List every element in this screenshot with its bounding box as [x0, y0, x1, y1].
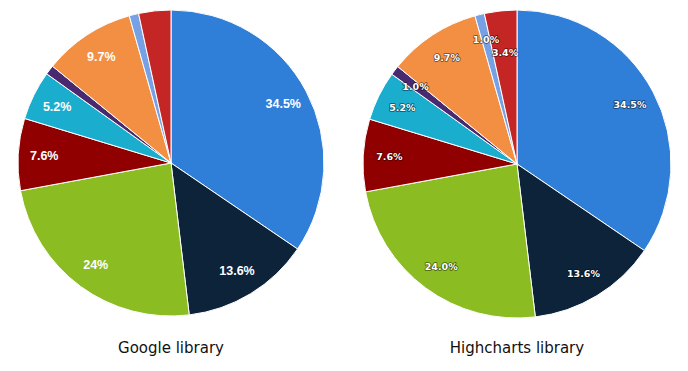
page: {"chart_data": [ {"type": "pie", "title"… [0, 0, 688, 371]
pie-slice [517, 164, 644, 317]
data-label: 34.5% [613, 99, 646, 110]
slices [363, 10, 671, 318]
pie-chart: 34.5% 13.6% 24% 7.6% 5.2% 9.7% Google library [18, 10, 324, 357]
data-labels: 34.5% 13.6% 24.0% 7.6% 5.2% 1.0% 9.7% 1.0% 3.4% [376, 34, 647, 278]
data-label: 1.0% [473, 34, 500, 45]
data-label: 7.6% [376, 151, 403, 162]
chart-title: Google library [118, 339, 224, 357]
data-label: 13.6% [219, 264, 254, 278]
data-label: 1.0% [402, 81, 429, 92]
data-label: 5.2% [389, 102, 416, 113]
data-label: 3.4% [492, 47, 519, 58]
data-label: 5.2% [43, 100, 72, 114]
data-label: 7.6% [30, 149, 59, 163]
pie-slice [139, 10, 171, 163]
data-label: 9.7% [87, 50, 116, 64]
chart-title: Highcharts library [450, 339, 584, 357]
chart-canvas: 34.5%13.6%24%7.6%5.2%9.7%Google library3… [0, 0, 688, 371]
slices [18, 10, 324, 316]
pie-slice [171, 163, 298, 315]
data-label: 13.6% [567, 268, 600, 279]
data-label: 24.0% [425, 261, 458, 272]
pie-chart: 34.5% 13.6% 24.0% 7.6% 5.2% 1.0% 9.7% 1.0% 3.4% H… [363, 10, 671, 357]
data-label: 24% [83, 258, 108, 272]
data-label: 9.7% [434, 52, 461, 63]
data-label: 34.5% [266, 97, 301, 111]
pie-slice [484, 10, 517, 164]
data-labels: 34.5% 13.6% 24% 7.6% 5.2% 9.7% [30, 50, 301, 279]
